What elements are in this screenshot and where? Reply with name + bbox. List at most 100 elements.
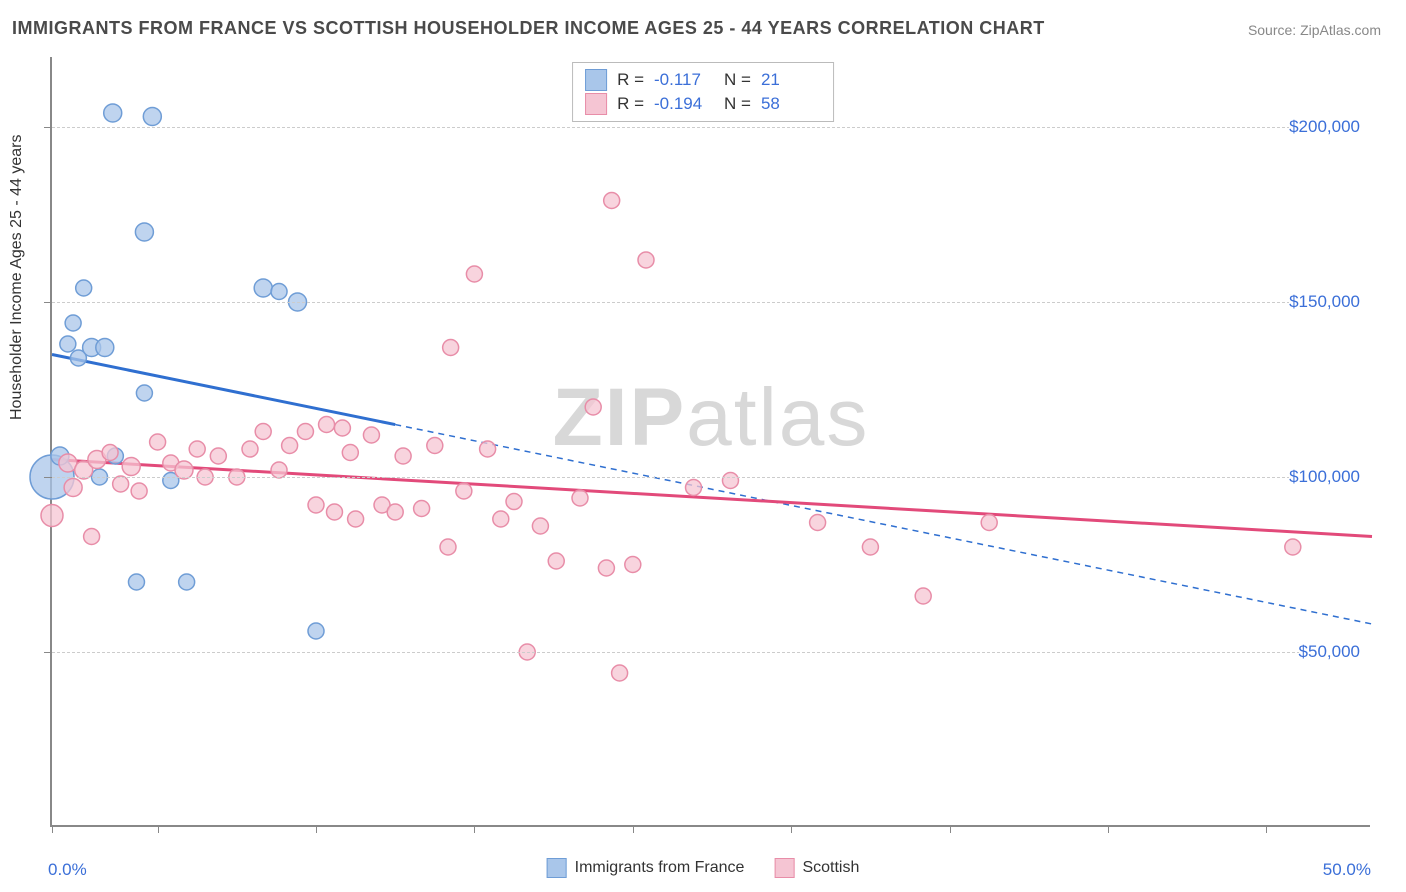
data-point-france — [179, 574, 195, 590]
data-point-scottish — [493, 511, 509, 527]
data-point-scottish — [548, 553, 564, 569]
data-point-france — [60, 336, 76, 352]
data-point-scottish — [297, 424, 313, 440]
data-point-scottish — [1285, 539, 1301, 555]
data-point-scottish — [150, 434, 166, 450]
legend-label-france: Immigrants from France — [575, 859, 745, 877]
data-point-scottish — [612, 665, 628, 681]
data-point-scottish — [271, 462, 287, 478]
data-point-france — [76, 280, 92, 296]
legend-n-value-scottish: 58 — [761, 94, 821, 114]
y-axis-title: Householder Income Ages 25 - 44 years — [8, 135, 26, 421]
data-point-scottish — [443, 340, 459, 356]
gridline — [52, 652, 1370, 653]
data-point-scottish — [131, 483, 147, 499]
data-point-scottish — [342, 445, 358, 461]
data-point-scottish — [348, 511, 364, 527]
x-tick — [950, 825, 951, 833]
swatch-france — [585, 69, 607, 91]
x-tick — [791, 825, 792, 833]
data-point-scottish — [41, 505, 63, 527]
data-point-scottish — [722, 473, 738, 489]
x-tick — [52, 825, 53, 833]
legend-item-scottish: Scottish — [774, 858, 859, 878]
x-axis-max-label: 50.0% — [1323, 860, 1371, 880]
data-point-france — [65, 315, 81, 331]
gridline — [52, 302, 1370, 303]
swatch-scottish — [585, 93, 607, 115]
y-tick-label: $200,000 — [1289, 117, 1375, 137]
data-point-scottish — [189, 441, 205, 457]
data-point-scottish — [363, 427, 379, 443]
legend-label-scottish: Scottish — [802, 859, 859, 877]
legend-n-label: N = — [724, 70, 751, 90]
data-point-scottish — [638, 252, 654, 268]
x-axis-min-label: 0.0% — [48, 860, 87, 880]
gridline — [52, 127, 1370, 128]
data-point-scottish — [625, 557, 641, 573]
x-tick — [474, 825, 475, 833]
data-point-scottish — [84, 529, 100, 545]
data-point-scottish — [862, 539, 878, 555]
regression-line-france — [52, 355, 395, 425]
legend-row-scottish: R = -0.194 N = 58 — [585, 93, 821, 115]
data-point-scottish — [387, 504, 403, 520]
legend-n-value-france: 21 — [761, 70, 821, 90]
data-point-scottish — [604, 193, 620, 209]
data-point-scottish — [532, 518, 548, 534]
y-tick — [44, 127, 52, 128]
legend-row-france: R = -0.117 N = 21 — [585, 69, 821, 91]
x-tick — [316, 825, 317, 833]
series-legend: Immigrants from France Scottish — [547, 858, 860, 878]
data-point-scottish — [282, 438, 298, 454]
x-tick — [158, 825, 159, 833]
data-point-france — [143, 108, 161, 126]
correlation-legend: R = -0.117 N = 21 R = -0.194 N = 58 — [572, 62, 834, 122]
chart-title: IMMIGRANTS FROM FRANCE VS SCOTTISH HOUSE… — [12, 18, 1045, 39]
y-tick — [44, 477, 52, 478]
data-point-france — [136, 385, 152, 401]
y-tick — [44, 302, 52, 303]
data-point-scottish — [414, 501, 430, 517]
y-tick-label: $150,000 — [1289, 292, 1375, 312]
data-point-scottish — [686, 480, 702, 496]
legend-r-label: R = — [617, 94, 644, 114]
data-point-france — [104, 104, 122, 122]
source-label: Source: ZipAtlas.com — [1248, 22, 1381, 38]
data-point-scottish — [456, 483, 472, 499]
data-point-scottish — [395, 448, 411, 464]
data-point-scottish — [480, 441, 496, 457]
data-point-scottish — [319, 417, 335, 433]
data-point-scottish — [64, 479, 82, 497]
swatch-scottish-icon — [774, 858, 794, 878]
data-point-scottish — [427, 438, 443, 454]
x-tick — [1266, 825, 1267, 833]
data-point-scottish — [326, 504, 342, 520]
data-point-france — [135, 223, 153, 241]
legend-r-label: R = — [617, 70, 644, 90]
chart-svg — [52, 57, 1370, 825]
data-point-scottish — [255, 424, 271, 440]
data-point-scottish — [915, 588, 931, 604]
y-tick-label: $100,000 — [1289, 467, 1375, 487]
data-point-scottish — [440, 539, 456, 555]
plot-area: ZIPatlas $50,000$100,000$150,000$200,000 — [50, 57, 1370, 827]
data-point-scottish — [810, 515, 826, 531]
data-point-scottish — [466, 266, 482, 282]
data-point-france — [254, 279, 272, 297]
x-tick — [633, 825, 634, 833]
x-tick — [1108, 825, 1109, 833]
data-point-scottish — [598, 560, 614, 576]
y-tick-label: $50,000 — [1299, 642, 1375, 662]
data-point-scottish — [572, 490, 588, 506]
data-point-scottish — [122, 458, 140, 476]
legend-item-france: Immigrants from France — [547, 858, 745, 878]
data-point-scottish — [981, 515, 997, 531]
data-point-scottish — [210, 448, 226, 464]
data-point-france — [271, 284, 287, 300]
swatch-france-icon — [547, 858, 567, 878]
legend-n-label: N = — [724, 94, 751, 114]
data-point-scottish — [506, 494, 522, 510]
data-point-france — [96, 339, 114, 357]
data-point-scottish — [113, 476, 129, 492]
